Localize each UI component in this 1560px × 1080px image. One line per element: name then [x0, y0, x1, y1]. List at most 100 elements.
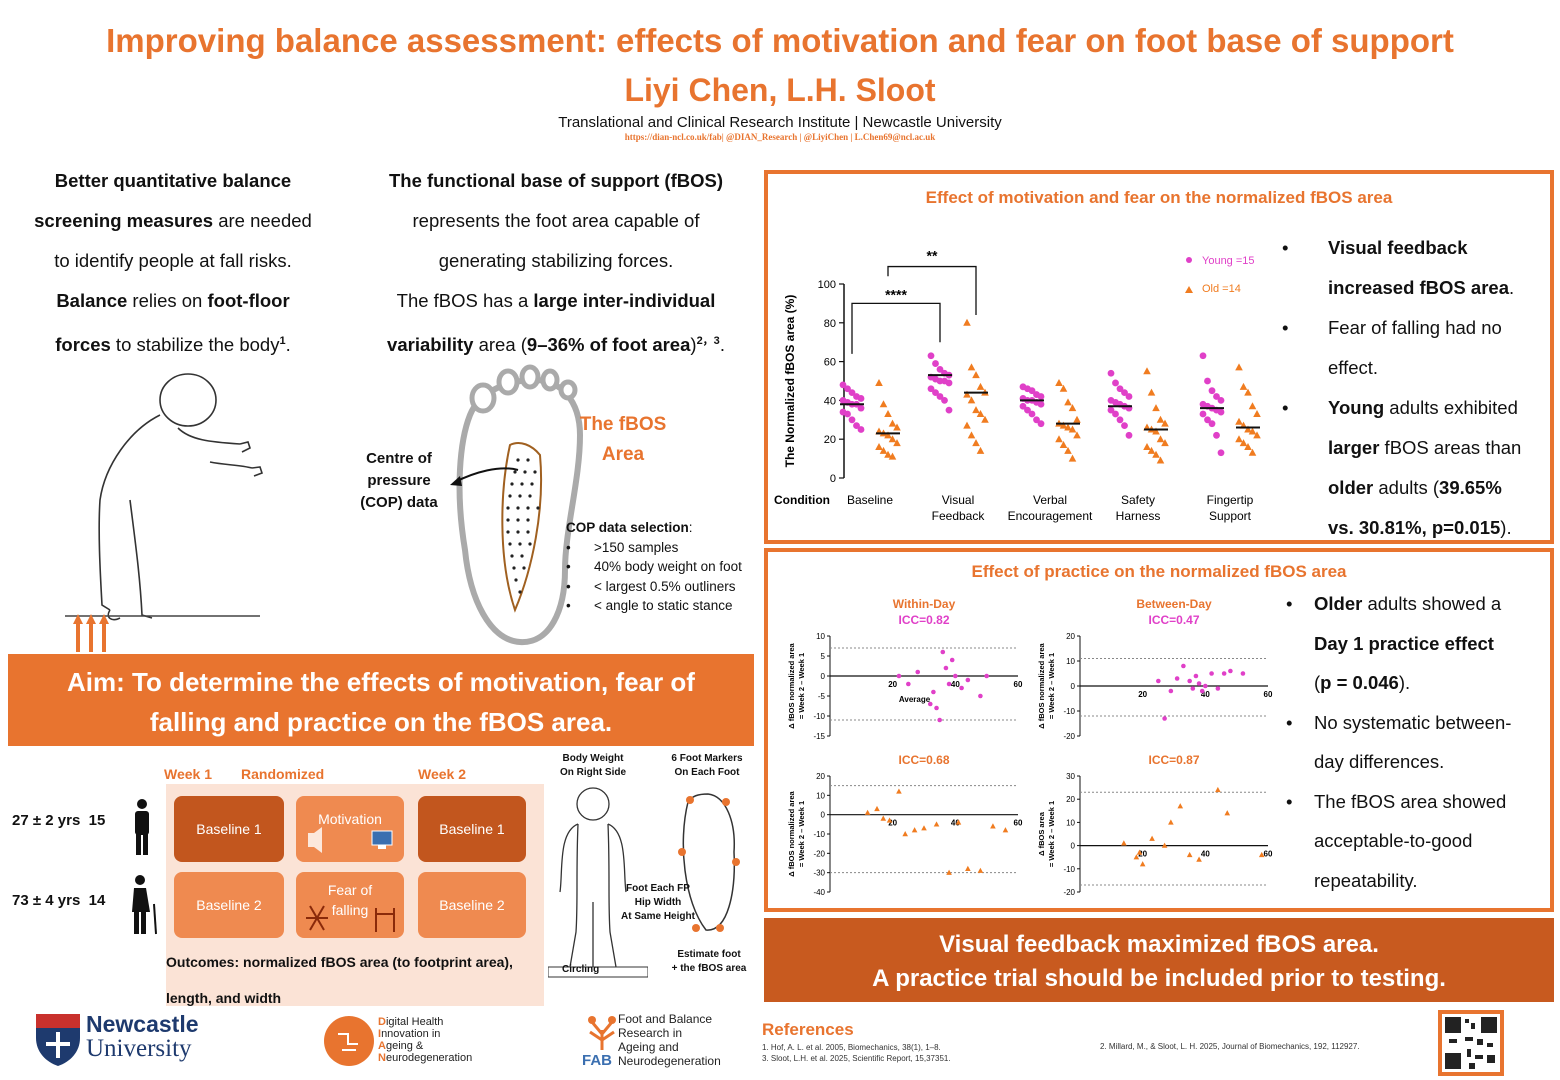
old-data-point [1064, 446, 1072, 454]
old-data-point [879, 400, 888, 408]
old-data-point [963, 318, 971, 326]
data-point [1199, 688, 1205, 694]
old-data-point [888, 452, 897, 460]
young-data-point [1019, 402, 1027, 410]
reference-2: 2. Millard, M., & Sloot, L. H. 2025, Jou… [1100, 1042, 1360, 1051]
within-day-old-chart: ICC=0.68 20 10 0 -10 -20 -30 -40 20 40 60 Δ fBOS no… [787, 753, 1023, 897]
y-tick-label: 0 [821, 811, 826, 820]
results-panel-practice: Effect of practice on the normalized fBO… [764, 548, 1554, 912]
data-point [921, 825, 927, 831]
old-data-point [1147, 388, 1156, 396]
data-point [1203, 683, 1208, 689]
old-data-point [1156, 415, 1165, 423]
young-data-point [1208, 387, 1216, 395]
old-data-point [1156, 456, 1165, 464]
data-point [1181, 663, 1186, 669]
data-point [1187, 678, 1192, 684]
legend-old-label: Old =14 [1202, 283, 1241, 295]
aim-banner: Aim: To determine the effects of motivat… [8, 654, 754, 746]
young-data-point [848, 416, 856, 424]
chart-title: Between-Day [1136, 597, 1212, 611]
young-data-point [1112, 379, 1119, 387]
y-tick-label: 10 [816, 632, 825, 641]
data-point [946, 869, 952, 875]
young-data-point [1217, 408, 1225, 416]
panel2-bullets: • Older adults showed a Day 1 practice ef… [1286, 593, 1512, 891]
conclusion-banner: Visual feedback maximized fBOS area. A pr… [764, 918, 1554, 1002]
x-tick-label: 40 [951, 680, 960, 689]
box-baseline2-week1: Baseline 2 [174, 872, 284, 938]
category-label: Safety [1121, 493, 1155, 507]
data-point [943, 665, 949, 671]
x-tick-label: 40 [951, 819, 960, 828]
randomized-label: Randomized [241, 766, 325, 782]
y-tick-label: -20 [813, 849, 825, 858]
category-label: Encouragement [1008, 509, 1093, 523]
old-data-point [884, 409, 892, 417]
foot-fp-label: Foot Each FP Hip Width At Same Height [621, 883, 695, 922]
icc-label: ICC=0.47 [1148, 613, 1199, 627]
old-data-point [1235, 435, 1243, 443]
x-tick-label: 40 [1201, 690, 1210, 699]
y-tick-label: 80 [824, 318, 836, 330]
old-data-point [963, 390, 971, 398]
old-data-point [972, 439, 980, 447]
old-data-point [1244, 388, 1252, 396]
young-data-point [1204, 377, 1211, 385]
qr-code-icon[interactable] [1438, 1010, 1504, 1076]
young-data-point [941, 397, 948, 404]
annotation: Average [899, 695, 931, 704]
y-axis-label: Δ fBOS area [1037, 811, 1046, 856]
x-tick-label: 20 [1138, 690, 1147, 699]
old-data-point [1235, 363, 1243, 371]
circling-label: Circling [562, 964, 600, 975]
data-point [1133, 854, 1140, 860]
old-data-point [1253, 409, 1261, 417]
young-data-point [853, 422, 860, 430]
intro-left: Better quantitative balance screening me… [34, 170, 312, 356]
young-data-point [945, 406, 953, 414]
data-point [1139, 861, 1146, 867]
young-data-point [1037, 393, 1045, 400]
young-data-point [1107, 369, 1115, 377]
category-label: Harness [1116, 509, 1161, 523]
data-point [1196, 856, 1202, 862]
ncl-shield-icon [36, 1014, 80, 1066]
week2-label: Week 2 [418, 766, 466, 782]
old-data-point [1143, 442, 1151, 450]
between-day-young-chart: Between-Day ICC=0.47 20 10 0 -10 -20 20 40 60 Δ fB… [1037, 597, 1273, 741]
young-data-point [1125, 431, 1133, 439]
young-data-point [1033, 416, 1040, 424]
data-point [934, 705, 939, 711]
old-data-point [981, 415, 989, 423]
y-tick-label: 10 [1066, 657, 1075, 666]
data-point [1193, 673, 1199, 679]
data-point [864, 809, 871, 815]
y-axis-label: Δ fBOS normalized area [787, 642, 796, 728]
x-tick-label: 40 [1201, 850, 1210, 859]
box-baseline1-week1: Baseline 1 [174, 796, 284, 862]
young-data-point [1116, 385, 1124, 393]
old-data-point [967, 431, 976, 439]
affiliation: Translational and Clinical Research Inst… [558, 114, 1002, 131]
data-point [959, 685, 964, 691]
y-tick-label: 0 [1071, 842, 1076, 851]
box-motivation: Motivation [296, 796, 404, 862]
young-data-point [932, 360, 939, 367]
significance-bracket-young [851, 302, 941, 354]
young-data-point [1125, 393, 1133, 400]
legend-young-marker [1186, 257, 1192, 263]
x-axis-label: Condition [774, 493, 830, 507]
young-data-point [927, 352, 935, 360]
young-data-point [844, 410, 851, 418]
x-tick-label: 20 [888, 680, 897, 689]
x-tick-label: 60 [1264, 690, 1273, 699]
young-data-point [1116, 416, 1124, 424]
standing-body-icon [548, 787, 648, 978]
panel2-title: Effect of practice on the normalized fBO… [971, 562, 1347, 581]
contact-links[interactable]: https://dian-ncl.co.uk/fab| @DIAN_Resear… [624, 132, 936, 142]
y-axis-label: = Week 2 – Week 1 [1047, 653, 1056, 719]
data-point [1215, 686, 1221, 691]
old-data-point [875, 442, 883, 450]
x-tick-label: 60 [1014, 819, 1023, 828]
